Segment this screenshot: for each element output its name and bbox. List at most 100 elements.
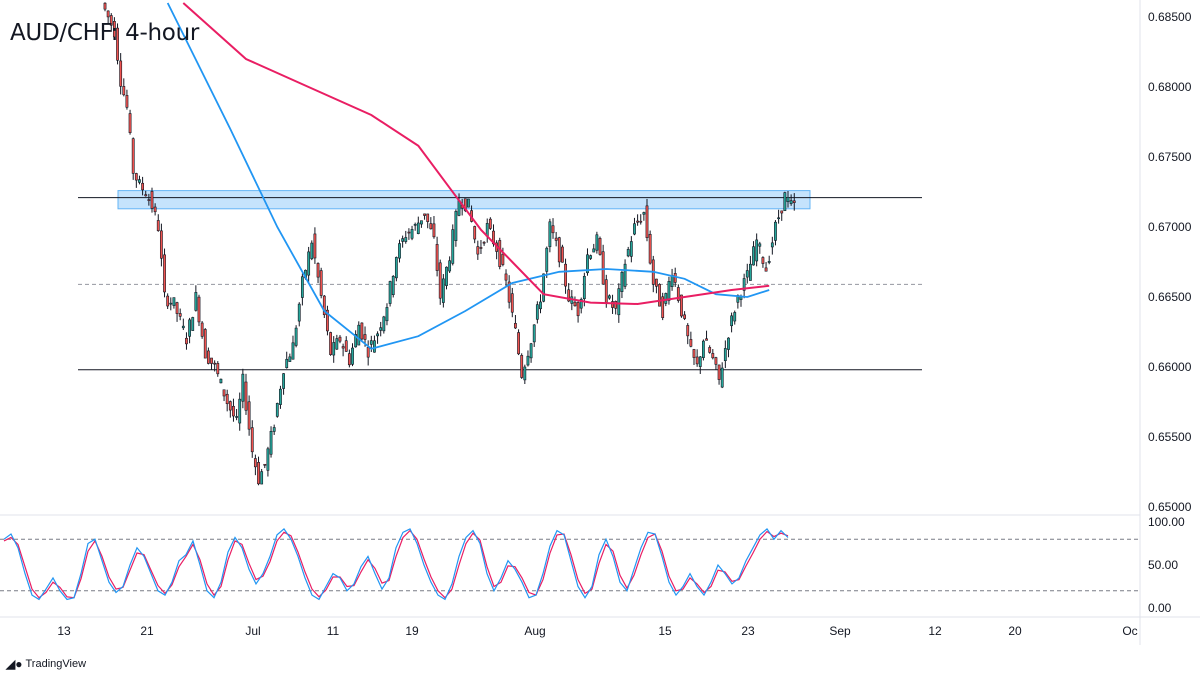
time-tick-label: 19	[405, 624, 419, 638]
candle	[279, 385, 282, 409]
candle-body	[357, 324, 361, 346]
candle	[742, 273, 746, 299]
stochastic-k-line	[3, 528, 789, 601]
candle-body	[116, 27, 119, 61]
candle	[651, 255, 655, 293]
candle	[197, 294, 201, 327]
candle	[131, 137, 135, 180]
candle	[219, 378, 223, 384]
candle	[545, 246, 549, 278]
candle-body	[730, 315, 734, 327]
candle-body	[786, 197, 790, 203]
candle	[601, 244, 605, 285]
candle	[573, 296, 577, 307]
candle	[479, 240, 483, 255]
candle	[344, 336, 348, 352]
candle-body	[109, 15, 113, 26]
candle	[125, 89, 129, 110]
candle-body	[169, 302, 173, 305]
candle-body	[554, 237, 558, 241]
candle-body	[520, 355, 524, 378]
stochastic-tick-label: 100.00	[1148, 515, 1185, 529]
candle	[404, 230, 408, 244]
candle-body	[307, 251, 311, 276]
candle-body	[175, 302, 179, 314]
candle	[564, 258, 567, 294]
candle	[297, 302, 301, 327]
candle-body	[770, 242, 774, 248]
candle	[257, 456, 260, 486]
candle	[401, 235, 405, 248]
candle-body	[661, 296, 665, 318]
candle-body	[363, 334, 367, 340]
candle	[608, 294, 611, 300]
stochastic-axis[interactable]: 100.00 50.00 0.00	[1148, 515, 1185, 615]
candle-body	[138, 179, 141, 183]
candle-body	[341, 346, 345, 349]
candle-body	[689, 339, 693, 347]
candle	[592, 243, 596, 253]
candle-body	[501, 253, 505, 265]
candle	[275, 402, 279, 418]
candle-body	[642, 212, 646, 215]
candle-body	[441, 278, 445, 303]
candle	[495, 240, 499, 260]
candle-body	[282, 373, 285, 389]
candle-body	[347, 353, 351, 366]
candle	[319, 267, 323, 299]
candle	[432, 216, 436, 239]
candle-body	[611, 301, 614, 308]
candle	[260, 468, 264, 485]
candle	[316, 262, 320, 284]
candle	[758, 241, 762, 254]
candle-body	[535, 304, 539, 320]
candle	[288, 353, 292, 362]
candle-body	[639, 220, 643, 223]
candle	[727, 337, 730, 358]
candle	[112, 17, 116, 39]
candle	[228, 400, 232, 418]
candle	[676, 284, 680, 303]
candle-body	[648, 233, 652, 264]
candle-body	[692, 349, 696, 358]
candle-body	[614, 301, 618, 309]
candle-body	[310, 242, 314, 260]
candle-body	[163, 254, 166, 293]
candle-body	[322, 295, 326, 316]
candle	[141, 176, 144, 196]
price-axis[interactable]: 0.68500 0.68000 0.67500 0.67000 0.66500 0.660…	[1148, 10, 1192, 514]
candle-body	[166, 295, 170, 307]
candle-body	[300, 276, 304, 298]
candle-body	[131, 138, 135, 174]
tradingview-branding[interactable]: ◢● TradingView	[6, 657, 86, 671]
candle-body	[467, 198, 470, 208]
candle	[692, 348, 696, 365]
candle	[147, 193, 151, 206]
candle	[128, 109, 132, 135]
price-tick-label: 0.66000	[1148, 360, 1192, 374]
candle	[200, 321, 204, 339]
candle	[225, 389, 229, 412]
candle-body	[134, 173, 138, 181]
candle-body	[752, 246, 755, 266]
candle	[109, 13, 113, 32]
candle-body	[673, 273, 677, 283]
candle	[557, 236, 561, 268]
stochastic-tick-label: 50.00	[1148, 558, 1178, 572]
candle	[476, 240, 480, 260]
candle-body	[548, 221, 552, 248]
stochastic-tick-label: 0.00	[1148, 601, 1172, 615]
candle-body	[203, 329, 207, 359]
time-axis[interactable]: 13 21 Jul 11 19 Aug 15 23 Sep 12 20 Oc	[57, 624, 1137, 638]
candle	[235, 409, 238, 421]
candle	[163, 248, 166, 298]
candle-body	[676, 287, 680, 301]
candle	[670, 268, 674, 291]
brand-text: TradingView	[25, 658, 87, 670]
candle-body	[257, 462, 260, 485]
candle	[313, 227, 317, 264]
candle-body	[288, 356, 292, 362]
candle-body	[498, 240, 502, 267]
candle-body	[260, 471, 264, 485]
